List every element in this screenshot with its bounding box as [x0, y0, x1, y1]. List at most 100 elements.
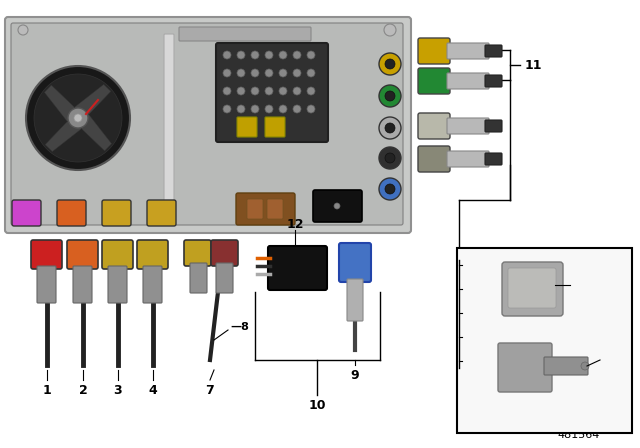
FancyBboxPatch shape: [265, 117, 285, 137]
Circle shape: [293, 51, 301, 59]
FancyBboxPatch shape: [447, 118, 489, 134]
FancyBboxPatch shape: [102, 200, 131, 226]
Text: —8: —8: [230, 322, 249, 332]
FancyBboxPatch shape: [347, 279, 363, 321]
Text: 11: 11: [462, 356, 477, 366]
Circle shape: [379, 147, 401, 169]
FancyBboxPatch shape: [237, 117, 257, 137]
FancyBboxPatch shape: [216, 43, 328, 142]
Circle shape: [279, 87, 287, 95]
Circle shape: [223, 87, 231, 95]
Circle shape: [307, 87, 315, 95]
Circle shape: [34, 74, 122, 162]
FancyBboxPatch shape: [485, 120, 502, 132]
FancyBboxPatch shape: [268, 246, 327, 290]
Circle shape: [379, 178, 401, 200]
Text: 12: 12: [286, 217, 304, 231]
Circle shape: [237, 87, 245, 95]
FancyBboxPatch shape: [164, 34, 174, 216]
FancyBboxPatch shape: [418, 146, 450, 172]
Circle shape: [385, 153, 395, 163]
FancyBboxPatch shape: [137, 240, 168, 269]
Text: 7: 7: [462, 260, 470, 270]
FancyBboxPatch shape: [31, 240, 62, 269]
Circle shape: [279, 105, 287, 113]
FancyBboxPatch shape: [339, 243, 371, 282]
Circle shape: [237, 51, 245, 59]
FancyBboxPatch shape: [73, 266, 92, 303]
Circle shape: [265, 87, 273, 95]
FancyBboxPatch shape: [485, 153, 502, 165]
FancyBboxPatch shape: [418, 113, 450, 139]
Circle shape: [385, 91, 395, 101]
Circle shape: [251, 87, 259, 95]
Circle shape: [385, 184, 395, 194]
Text: 7: 7: [205, 383, 214, 396]
Text: 481564: 481564: [557, 430, 600, 440]
Circle shape: [251, 105, 259, 113]
Circle shape: [385, 123, 395, 133]
FancyBboxPatch shape: [12, 200, 41, 226]
FancyBboxPatch shape: [485, 75, 502, 87]
Circle shape: [265, 105, 273, 113]
FancyBboxPatch shape: [184, 240, 211, 266]
Circle shape: [307, 51, 315, 59]
Circle shape: [307, 105, 315, 113]
Circle shape: [307, 69, 315, 77]
Bar: [457, 248, 632, 433]
FancyBboxPatch shape: [190, 263, 207, 293]
FancyBboxPatch shape: [447, 73, 489, 89]
Circle shape: [379, 85, 401, 107]
Text: 3: 3: [114, 383, 122, 396]
Text: 10: 10: [308, 399, 326, 412]
FancyBboxPatch shape: [267, 199, 283, 219]
FancyBboxPatch shape: [236, 193, 295, 225]
Text: 2: 2: [79, 383, 88, 396]
FancyBboxPatch shape: [108, 266, 127, 303]
Circle shape: [293, 69, 301, 77]
FancyBboxPatch shape: [57, 200, 86, 226]
FancyBboxPatch shape: [143, 266, 162, 303]
FancyBboxPatch shape: [247, 199, 263, 219]
Circle shape: [223, 105, 231, 113]
Circle shape: [279, 69, 287, 77]
FancyBboxPatch shape: [508, 268, 556, 308]
Circle shape: [237, 69, 245, 77]
FancyBboxPatch shape: [37, 266, 56, 303]
Circle shape: [74, 114, 82, 122]
Text: 9: 9: [462, 308, 470, 318]
FancyBboxPatch shape: [447, 151, 489, 167]
FancyBboxPatch shape: [313, 190, 362, 222]
FancyBboxPatch shape: [447, 43, 489, 59]
FancyBboxPatch shape: [418, 68, 450, 94]
FancyBboxPatch shape: [485, 45, 502, 57]
Text: 1: 1: [43, 383, 51, 396]
Text: 5: 5: [575, 279, 584, 292]
Circle shape: [379, 53, 401, 75]
FancyBboxPatch shape: [216, 263, 233, 293]
Circle shape: [385, 59, 395, 69]
Text: 11: 11: [525, 59, 543, 72]
Circle shape: [265, 69, 273, 77]
FancyBboxPatch shape: [5, 17, 411, 233]
FancyBboxPatch shape: [147, 200, 176, 226]
Circle shape: [223, 69, 231, 77]
Circle shape: [293, 105, 301, 113]
Circle shape: [265, 51, 273, 59]
Circle shape: [237, 105, 245, 113]
Circle shape: [18, 25, 28, 35]
FancyBboxPatch shape: [11, 23, 403, 225]
FancyBboxPatch shape: [67, 240, 98, 269]
Polygon shape: [78, 115, 111, 151]
Text: 10: 10: [462, 332, 477, 342]
Polygon shape: [44, 85, 78, 121]
Circle shape: [384, 24, 396, 36]
Text: 4: 4: [148, 383, 157, 396]
FancyBboxPatch shape: [498, 343, 552, 392]
Circle shape: [223, 51, 231, 59]
FancyBboxPatch shape: [102, 240, 133, 269]
Circle shape: [334, 203, 340, 209]
Polygon shape: [74, 84, 111, 118]
Circle shape: [68, 108, 88, 128]
Circle shape: [293, 87, 301, 95]
